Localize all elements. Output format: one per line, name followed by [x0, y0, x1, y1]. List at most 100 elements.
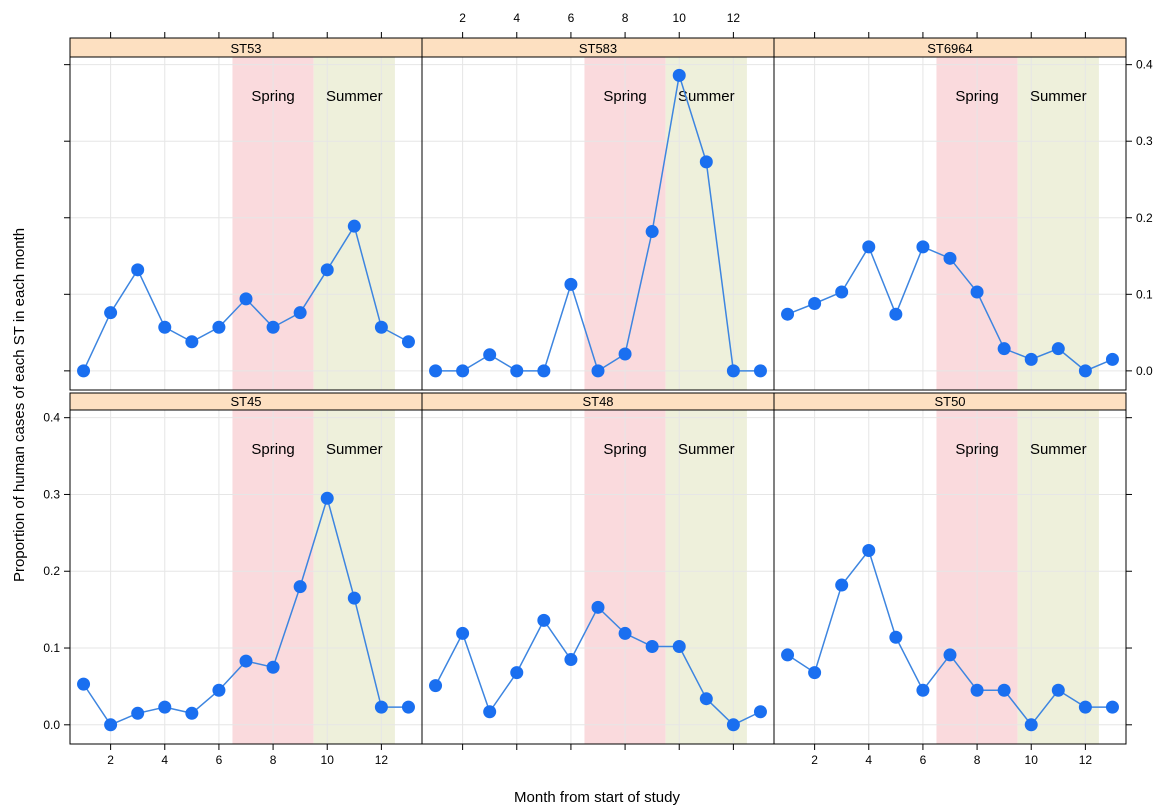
season-label: Summer: [326, 88, 383, 105]
season-label: Spring: [603, 88, 646, 105]
data-point: [239, 654, 253, 668]
x-tick-label: 6: [216, 753, 223, 767]
data-point: [347, 591, 361, 605]
panel-st583: Spring Summer ST583: [421, 37, 775, 391]
x-tick-label: 10: [673, 11, 687, 25]
x-tick-label: 2: [811, 753, 818, 767]
data-point: [158, 700, 172, 714]
data-point: [970, 683, 984, 697]
panel-st48: Spring Summer ST48: [421, 392, 775, 745]
data-point: [916, 683, 930, 697]
data-point: [862, 240, 876, 254]
data-point: [131, 706, 145, 720]
season-label: Summer: [678, 88, 735, 105]
data-point: [943, 251, 957, 265]
x-axis-title: Month from start of study: [514, 789, 680, 806]
data-point: [456, 364, 470, 378]
data-point: [185, 706, 199, 720]
data-point: [889, 630, 903, 644]
x-axis-bottom-1: [462, 744, 734, 750]
y-tick-label: 0.4: [1136, 58, 1153, 72]
data-point: [483, 348, 497, 362]
x-axis-top-0: [110, 32, 382, 38]
data-point: [672, 639, 686, 653]
data-point: [77, 364, 91, 378]
summer-band: [665, 57, 747, 390]
panel-st6964: Spring Summer ST6964: [773, 37, 1127, 391]
data-point: [374, 320, 388, 334]
data-point: [1051, 683, 1065, 697]
x-tick-label: 12: [727, 11, 741, 25]
data-point: [401, 700, 415, 714]
panel-st53: Spring Summer ST53: [69, 37, 423, 391]
data-point: [645, 639, 659, 653]
data-point: [699, 692, 713, 706]
y-axis-left-1: 0.0 0.1 0.2 0.3 0.4: [43, 411, 70, 732]
x-axis-top-1: 2 4 6 8 10 12: [459, 11, 740, 38]
x-tick-label: 4: [865, 753, 872, 767]
y-tick-label: 0.0: [43, 718, 60, 732]
data-point: [537, 364, 551, 378]
data-point: [1105, 352, 1119, 366]
data-point: [564, 277, 578, 291]
x-tick-label: 12: [1079, 753, 1093, 767]
data-point: [239, 292, 253, 306]
data-point: [1105, 700, 1119, 714]
x-tick-label: 4: [513, 11, 520, 25]
data-point: [131, 263, 145, 277]
season-label: Summer: [1030, 88, 1087, 105]
x-tick-label: 4: [161, 753, 168, 767]
data-point: [997, 342, 1011, 356]
data-point: [970, 285, 984, 299]
x-tick-label: 10: [1025, 753, 1039, 767]
panel-border: [773, 56, 1127, 391]
data-point: [401, 335, 415, 349]
data-point: [753, 364, 767, 378]
y-tick-label: 0.3: [43, 487, 60, 501]
data-point: [835, 578, 849, 592]
data-point: [618, 626, 632, 640]
data-point: [726, 364, 740, 378]
data-point: [347, 219, 361, 233]
axes-layer: 2 4 6 8 10 12 2 4 6 8 10 122 4 6 8 10 120.00.10.20.30.40…: [43, 11, 1153, 767]
strip-label: ST53: [230, 41, 261, 56]
data-point: [862, 544, 876, 558]
data-point: [781, 307, 795, 321]
x-tick-label: 12: [375, 753, 389, 767]
data-point: [104, 718, 118, 732]
strip-label: ST583: [579, 41, 617, 56]
data-point: [158, 320, 172, 334]
season-label: Spring: [251, 441, 294, 458]
strip-label: ST50: [934, 394, 965, 409]
data-point: [672, 68, 686, 82]
data-point: [1024, 718, 1038, 732]
summer-band: [1017, 57, 1099, 390]
panel-border: [773, 409, 1127, 745]
data-point: [537, 613, 551, 627]
season-label: Spring: [251, 88, 294, 105]
data-point: [320, 491, 334, 505]
data-point: [943, 648, 957, 662]
data-point: [753, 705, 767, 719]
data-point: [808, 296, 822, 310]
data-point: [77, 677, 91, 691]
season-label: Summer: [326, 441, 383, 458]
x-axis-bottom-2: 2 4 6 8 10 12: [811, 744, 1092, 767]
x-tick-label: 6: [920, 753, 927, 767]
data-point: [483, 705, 497, 719]
y-axis-right-0: 0.0 0.1 0.2 0.3 0.4: [1126, 58, 1153, 378]
data-point: [293, 306, 307, 320]
data-point: [429, 679, 443, 693]
data-point: [564, 653, 578, 667]
data-point: [997, 683, 1011, 697]
data-point: [591, 600, 605, 614]
season-label: Spring: [955, 441, 998, 458]
x-tick-label: 2: [107, 753, 114, 767]
data-point: [618, 347, 632, 361]
data-point: [645, 225, 659, 239]
data-point: [266, 320, 280, 334]
x-axis-bottom-0: 2 4 6 8 10 12: [107, 744, 388, 767]
y-tick-label: 0.0: [1136, 364, 1153, 378]
data-point: [429, 364, 443, 378]
